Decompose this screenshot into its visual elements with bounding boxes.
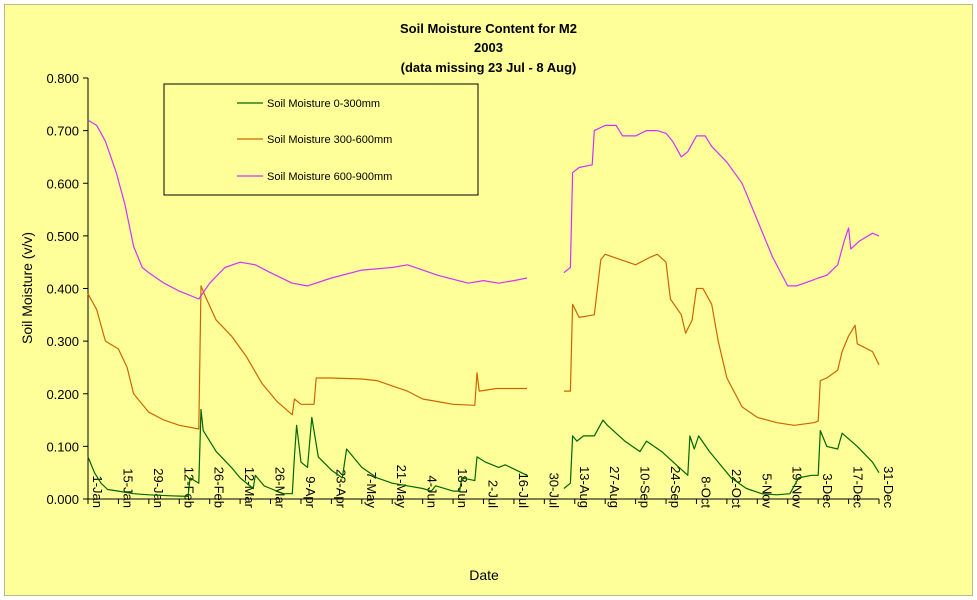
x-tick-label: 7-May — [364, 472, 379, 509]
x-tick-label: 30-Jul — [546, 473, 561, 509]
series-line-3 — [87, 119, 880, 300]
y-tick-label: 0.600 — [46, 176, 79, 191]
chart-title: Soil Moisture Content for M2 — [400, 21, 577, 36]
x-tick-label: 31-Dec — [881, 466, 896, 508]
x-tick-label: 8-Oct — [698, 476, 713, 508]
x-tick-label: 17-Dec — [851, 466, 866, 508]
y-tick-label: 0.100 — [46, 439, 79, 454]
chart-subtitle: 2003 — [474, 40, 503, 55]
legend-box — [163, 83, 479, 196]
y-axis-label: Soil Moisture (v/v) — [19, 232, 35, 344]
x-tick-label: 21-May — [394, 465, 409, 509]
x-tick-label: 16-Jul — [516, 473, 531, 509]
y-tick-label: 0.300 — [46, 334, 79, 349]
y-tick-label: 0.400 — [46, 282, 79, 297]
x-tick-label: 23-Apr — [333, 469, 348, 509]
x-tick-label: 18-Jun — [455, 468, 470, 508]
x-tick-label: 3-Dec — [820, 473, 835, 508]
legend-label-2: Soil Moisture 300-600mm — [267, 134, 392, 146]
x-tick-label: 4-Jun — [425, 475, 440, 508]
series-line-2 — [87, 253, 880, 430]
legend-label-3: Soil Moisture 600-900mm — [267, 171, 392, 183]
x-tick-label: 12-Mar — [242, 467, 257, 509]
y-tick-label: 0.800 — [46, 71, 79, 86]
x-tick-label: 22-Oct — [729, 469, 744, 508]
y-tick-label: 0.000 — [46, 492, 79, 507]
y-axis: 0.000 0.100 0.200 0.300 0.400 0.500 0.600 0.700… — [46, 71, 89, 507]
x-axis: 1-Jan 15-Jan 29-Jan 12-Feb 26-Feb 12-Mar 26-Ma… — [87, 465, 896, 509]
legend: Soil Moisture 0-300mm Soil Moisture 300-6… — [163, 83, 479, 196]
y-tick-label: 0.700 — [46, 124, 79, 139]
chart-note: (data missing 23 Jul - 8 Aug) — [400, 60, 577, 75]
series-line-1 — [87, 408, 880, 497]
legend-label-1: Soil Moisture 0-300mm — [267, 98, 380, 110]
x-tick-label: 26-Feb — [212, 467, 227, 508]
y-tick-label: 0.200 — [46, 387, 79, 402]
x-tick-label: 19-Nov — [790, 466, 805, 508]
x-axis-label: Date — [469, 567, 499, 583]
x-tick-label: 1-Jan — [90, 475, 105, 508]
x-tick-label: 24-Sep — [668, 466, 683, 508]
x-tick-label: 27-Aug — [607, 466, 622, 508]
x-tick-label: 29-Jan — [151, 468, 166, 508]
x-tick-label: 9-Apr — [303, 476, 318, 508]
series-layer — [87, 119, 880, 497]
x-tick-label: 2-Jul — [486, 480, 501, 508]
x-tick-label: 15-Jan — [120, 468, 135, 508]
x-tick-label: 10-Sep — [638, 466, 653, 508]
x-tick-label: 26-Mar — [273, 467, 288, 509]
x-tick-label: 5-Nov — [759, 473, 774, 508]
y-tick-label: 0.500 — [46, 229, 79, 244]
x-tick-label: 13-Aug — [577, 466, 592, 508]
